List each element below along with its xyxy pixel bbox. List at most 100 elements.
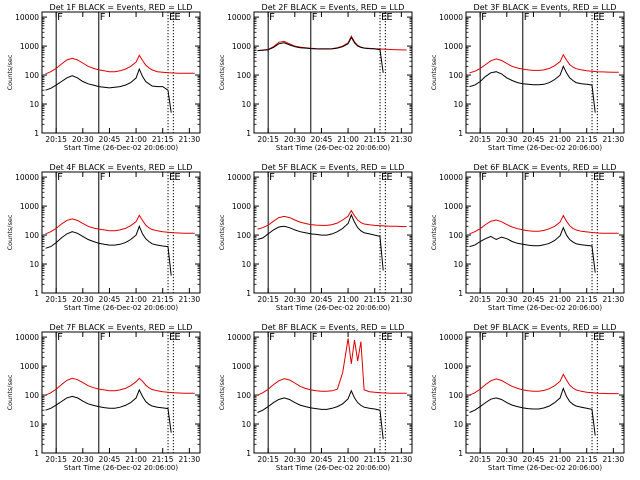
y-axis-label: Counts/sec	[430, 374, 438, 410]
x-tick-label: 20:30	[496, 135, 518, 144]
panel-title: Det 5F BLACK = Events, RED = LLD	[262, 163, 405, 172]
y-tick-label: 100	[25, 71, 40, 80]
time-marker-label: E	[174, 12, 180, 23]
x-tick-label: 21:30	[603, 295, 625, 304]
panel-title: Det 4F BLACK = Events, RED = LLD	[50, 163, 193, 172]
x-tick-label: 21:30	[603, 455, 625, 464]
y-tick-label: 1	[246, 449, 251, 458]
x-axis-label: Start Time (26-Dec-02 20:06:00)	[64, 304, 178, 312]
events-series-line	[45, 224, 172, 276]
panel-det-7F: Det 7F BLACK = Events, RED = LLD Counts/s…	[6, 323, 201, 472]
x-axis-label: Start Time (26-Dec-02 20:06:00)	[64, 144, 178, 152]
x-tick-label: 21:00	[125, 135, 147, 144]
x-tick-label: 21:00	[337, 135, 359, 144]
x-tick-label: 21:15	[152, 135, 174, 144]
x-axis-label: Start Time (26-Dec-02 20:06:00)	[276, 464, 390, 472]
y-tick-label: 1000	[444, 42, 463, 51]
x-tick-label: 20:45	[99, 455, 121, 464]
x-tick-label: 21:30	[179, 455, 201, 464]
y-tick-label: 1000	[20, 202, 39, 211]
y-tick-label: 1	[34, 129, 39, 138]
time-marker-label: F	[269, 332, 275, 343]
x-tick-label: 20:45	[523, 455, 545, 464]
time-marker-label: F	[100, 332, 106, 343]
events-series-line	[469, 65, 596, 113]
time-marker-label: E	[174, 172, 180, 183]
x-tick-label: 21:15	[152, 455, 174, 464]
x-tick-label: 20:15	[45, 455, 67, 464]
x-tick-label: 21:30	[391, 295, 413, 304]
events-series-line	[257, 389, 384, 440]
y-tick-label: 10	[29, 260, 39, 269]
y-tick-label: 10000	[227, 13, 251, 22]
events-series-line	[257, 213, 384, 271]
plot-frame	[253, 331, 413, 454]
x-tick-label: 20:30	[496, 455, 518, 464]
x-tick-label: 21:30	[603, 135, 625, 144]
y-tick-label: 10	[453, 260, 463, 269]
y-tick-label: 10000	[439, 173, 463, 182]
time-marker-label: F	[481, 12, 487, 23]
time-marker-label: F	[269, 172, 275, 183]
lld-series-line	[45, 214, 195, 235]
lld-series-line	[469, 53, 619, 74]
time-marker-label: F	[100, 12, 106, 23]
x-axis-label: Start Time (26-Dec-02 20:06:00)	[276, 144, 390, 152]
x-tick-label: 21:15	[364, 455, 386, 464]
lld-series-line	[257, 338, 407, 396]
lld-series-line	[257, 209, 407, 230]
panel-title: Det 1F BLACK = Events, RED = LLD	[50, 3, 193, 12]
time-marker-label: E	[598, 12, 604, 23]
y-tick-label: 10000	[227, 173, 251, 182]
x-tick-label: 21:30	[179, 135, 201, 144]
y-axis-label: Counts/sec	[6, 214, 14, 250]
panel-det-9F: Det 9F BLACK = Events, RED = LLD Counts/s…	[430, 323, 625, 472]
x-tick-label: 20:45	[523, 295, 545, 304]
y-tick-label: 10	[453, 100, 463, 109]
time-marker-label: E	[169, 332, 175, 343]
y-tick-label: 100	[449, 391, 464, 400]
time-marker-label: F	[481, 172, 487, 183]
time-marker-label: F	[524, 12, 530, 23]
y-tick-label: 1000	[20, 362, 39, 371]
time-marker-label: E	[381, 332, 387, 343]
time-marker-label: E	[593, 332, 599, 343]
x-tick-label: 20:45	[99, 135, 121, 144]
x-tick-label: 20:15	[45, 295, 67, 304]
y-tick-label: 100	[449, 71, 464, 80]
x-tick-label: 20:30	[284, 295, 306, 304]
y-tick-label: 1000	[444, 202, 463, 211]
y-axis-label: Counts/sec	[430, 54, 438, 90]
time-marker-label: F	[524, 172, 530, 183]
x-tick-label: 20:30	[284, 135, 306, 144]
time-marker-label: F	[57, 12, 63, 23]
time-marker-label: E	[593, 172, 599, 183]
y-tick-label: 1000	[20, 42, 39, 51]
time-marker-label: F	[100, 172, 106, 183]
x-axis-label: Start Time (26-Dec-02 20:06:00)	[488, 304, 602, 312]
time-marker-label: E	[169, 12, 175, 23]
x-tick-label: 20:15	[45, 135, 67, 144]
y-tick-label: 100	[237, 71, 252, 80]
y-axis-label: Counts/sec	[6, 374, 14, 410]
x-tick-label: 20:15	[469, 135, 491, 144]
time-marker-label: E	[386, 172, 392, 183]
y-axis-label: Counts/sec	[218, 214, 226, 250]
lld-series-line	[45, 54, 195, 75]
x-axis-label: Start Time (26-Dec-02 20:06:00)	[488, 464, 602, 472]
x-tick-label: 21:30	[391, 135, 413, 144]
panel-title: Det 7F BLACK = Events, RED = LLD	[50, 323, 193, 332]
time-marker-label: E	[381, 12, 387, 23]
time-marker-label: F	[57, 172, 63, 183]
x-tick-label: 20:15	[257, 455, 279, 464]
x-tick-label: 20:30	[284, 455, 306, 464]
y-tick-label: 1	[246, 289, 251, 298]
events-series-line	[45, 388, 172, 433]
plot-frame	[41, 171, 201, 294]
x-tick-label: 21:00	[337, 295, 359, 304]
plot-frame	[253, 11, 413, 134]
time-marker-label: E	[593, 12, 599, 23]
x-tick-label: 21:00	[125, 295, 147, 304]
x-tick-label: 20:45	[99, 295, 121, 304]
